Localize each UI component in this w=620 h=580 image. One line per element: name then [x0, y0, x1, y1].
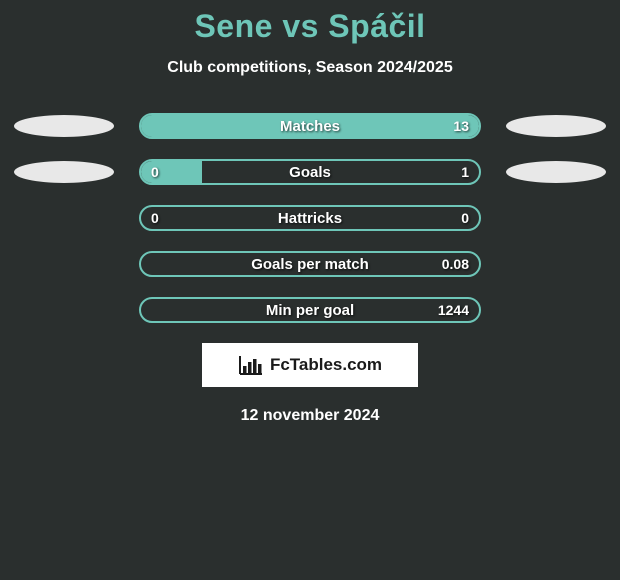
- left-oval-slot: [9, 113, 119, 139]
- stat-bar: 01Goals: [139, 159, 481, 185]
- brand-box[interactable]: FcTables.com: [202, 343, 418, 387]
- right-oval-slot: [501, 159, 611, 185]
- page-title: Sene vs Spáčil: [0, 8, 620, 45]
- subtitle: Club competitions, Season 2024/2025: [0, 59, 620, 77]
- left-oval-slot: [9, 159, 119, 185]
- right-oval-slot: [501, 251, 611, 277]
- right-oval-slot: [501, 205, 611, 231]
- stat-row: 13Matches: [0, 113, 620, 139]
- player-oval-left: [14, 161, 114, 183]
- stat-label: Goals: [141, 161, 479, 183]
- player-oval-right: [506, 115, 606, 137]
- player-oval-left: [14, 115, 114, 137]
- stat-row: 00Hattricks: [0, 205, 620, 231]
- left-oval-slot: [9, 251, 119, 277]
- left-oval-slot: [9, 297, 119, 323]
- stats-area: 13Matches 01Goals 00Hattricks 0.08Goals per…: [0, 113, 620, 323]
- stat-bar: 13Matches: [139, 113, 481, 139]
- player-oval-right: [506, 161, 606, 183]
- stat-label: Goals per match: [141, 253, 479, 275]
- stat-label: Min per goal: [141, 299, 479, 321]
- stat-row: 01Goals: [0, 159, 620, 185]
- comparison-card: Sene vs Spáčil Club competitions, Season…: [0, 0, 620, 425]
- stat-row: 0.08Goals per match: [0, 251, 620, 277]
- stat-label: Matches: [141, 115, 479, 137]
- stat-row: 1244Min per goal: [0, 297, 620, 323]
- bar-chart-icon: [238, 354, 264, 376]
- stat-bar: 0.08Goals per match: [139, 251, 481, 277]
- date-line: 12 november 2024: [0, 407, 620, 425]
- stat-bar: 00Hattricks: [139, 205, 481, 231]
- stat-label: Hattricks: [141, 207, 479, 229]
- stat-bar: 1244Min per goal: [139, 297, 481, 323]
- brand-text: FcTables.com: [270, 355, 382, 375]
- left-oval-slot: [9, 205, 119, 231]
- right-oval-slot: [501, 113, 611, 139]
- right-oval-slot: [501, 297, 611, 323]
